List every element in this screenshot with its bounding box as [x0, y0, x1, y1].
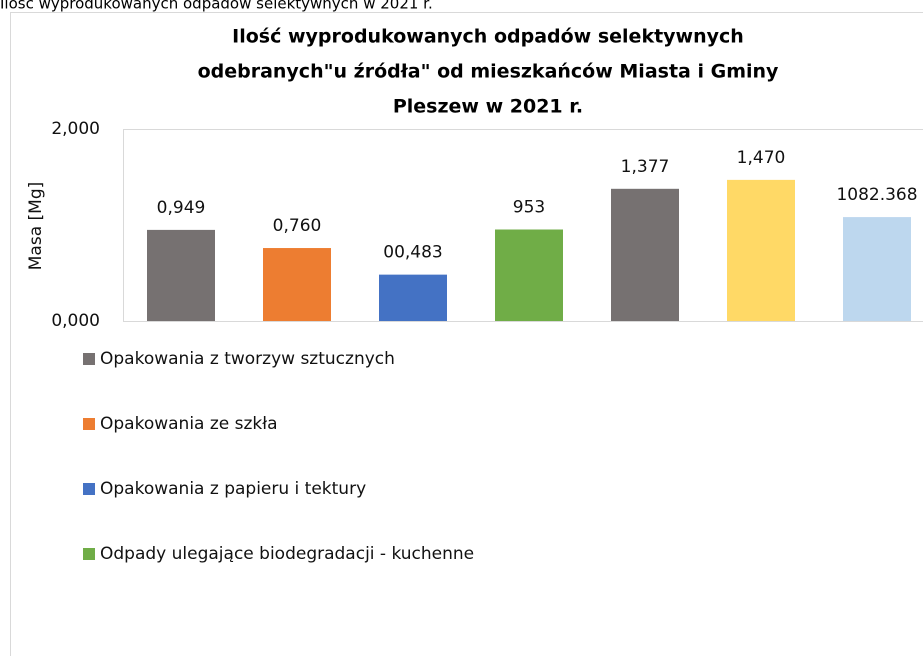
- bar: [843, 217, 911, 321]
- plot-area: [123, 129, 923, 322]
- legend-swatch: [83, 353, 95, 365]
- bar: [495, 229, 563, 321]
- data-label: 953: [513, 198, 545, 218]
- bar: [727, 179, 795, 321]
- data-label: 1,377: [621, 157, 670, 177]
- chart-title: odebranych"u źródła" od mieszkańców Mias…: [198, 61, 779, 83]
- legend-swatch: [83, 483, 95, 495]
- bar: [379, 274, 447, 321]
- bar: [263, 248, 331, 321]
- data-label: 1,470: [737, 148, 786, 168]
- chart-title: Ilość wyprodukowanych odpadów selektywny…: [232, 26, 744, 48]
- legend-label: Opakowania z tworzyw sztucznych: [100, 349, 395, 369]
- legend-swatch: [83, 548, 95, 560]
- data-label: 00,483: [383, 243, 442, 263]
- y-tick-label: 0,000: [51, 311, 100, 331]
- y-tick-label: 2,000: [51, 119, 100, 139]
- y-axis-label: Masa [Mg]: [26, 182, 46, 271]
- legend-label: Opakowania ze szkła: [100, 414, 278, 434]
- legend-swatch: [83, 418, 95, 430]
- bar: [611, 188, 679, 321]
- chart-title: Pleszew w 2021 r.: [393, 96, 583, 118]
- chart-frame: [10, 12, 923, 656]
- data-label: 0,760: [273, 216, 322, 236]
- legend-label: Odpady ulegające biodegradacji - kuchenn…: [100, 544, 474, 564]
- legend-label: Opakowania z papieru i tektury: [100, 479, 366, 499]
- data-label: 0,949: [157, 198, 206, 218]
- data-label: 1082.368: [836, 185, 917, 205]
- bar: [147, 229, 215, 321]
- caption: Ilość wyprodukowanych odpadów selektywny…: [0, 0, 433, 13]
